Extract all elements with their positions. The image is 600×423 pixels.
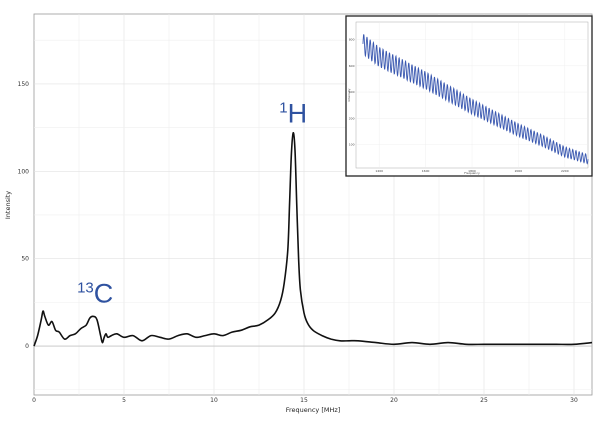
inset-y-tick-label: 600 [349,64,355,68]
x-tick-label: 10 [210,397,218,404]
element-symbol: H [288,98,308,128]
inset-x-tick-label: 2200 [561,169,569,173]
inset-y-axis-label: Intensity [347,88,351,101]
inset-y-tick-label: 400 [349,90,355,94]
x-tick-label: 30 [570,397,578,404]
x-tick-label: 0 [32,397,36,404]
inset-y-tick-label: 200 [349,116,355,120]
inset-x-tick-label: 1600 [422,169,430,173]
x-tick-label: 20 [390,397,398,404]
y-tick-labels: 0 50 100 150 [18,81,30,350]
inset-x-tick-label: 2000 [515,169,523,173]
isotope-mass-number: 1 [279,99,287,116]
inset-y-tick-label: 800 [349,38,355,42]
x-tick-label: 5 [122,397,126,404]
y-axis-label: Intensity [4,191,12,219]
peak-annotations: 13C 1H [77,98,307,308]
spectrum-line [33,131,593,347]
x-axis-label: Frequency [MHz] [286,406,341,414]
y-tick-label: 150 [18,81,30,88]
x-tick-label: 25 [480,397,488,404]
peak-annotation: 13C [77,278,113,308]
inset-plot: 1400 1600 1800 2000 2200 800 600 400 200 100 Fre… [345,15,593,177]
peak-annotation: 1H [279,98,307,128]
inset-x-tick-label: 1800 [468,169,476,173]
y-tick-label: 50 [21,256,29,263]
inset-x-axis-label: Frequency [464,171,480,175]
y-tick-label: 100 [18,168,30,175]
inset-signal-line [362,34,589,165]
inset-x-tick-label: 1400 [375,169,383,173]
inset-y-tick-label: 100 [349,143,355,147]
x-tick-labels: 0 5 10 15 20 25 30 [32,397,578,404]
x-tick-label: 15 [300,397,308,404]
inset-x-tick-labels: 1400 1600 1800 2000 2200 [375,169,568,173]
isotope-mass-number: 13 [77,279,94,296]
y-tick-label: 0 [25,343,29,350]
inset-y-tick-labels: 800 600 400 200 100 [349,38,355,147]
element-symbol: C [94,278,114,308]
